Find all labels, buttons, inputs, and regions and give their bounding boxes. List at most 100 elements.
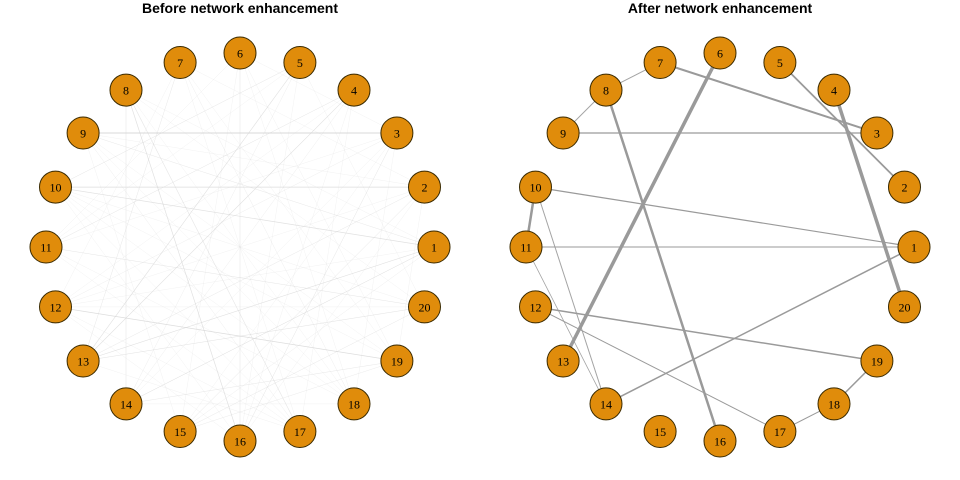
- edge-8-20: [125, 89, 425, 308]
- edge-6-13: [561, 51, 722, 363]
- edge-3-11: [45, 132, 398, 248]
- node-18: 18: [337, 387, 371, 421]
- node-label: 5: [777, 56, 783, 70]
- node-label: 15: [174, 425, 186, 439]
- node-16: 16: [223, 424, 257, 458]
- node-14: 14: [589, 387, 623, 421]
- node-19: 19: [860, 344, 894, 378]
- edge-11-14: [525, 246, 607, 405]
- node-label: 2: [902, 181, 908, 195]
- node-label: 4: [831, 84, 837, 98]
- node-label: 10: [50, 181, 62, 195]
- node-circle: [163, 46, 197, 79]
- node-16: 16: [703, 424, 737, 458]
- edge-13-7: [82, 62, 181, 362]
- edge-20-15: [179, 306, 425, 432]
- node-circle: [509, 230, 543, 264]
- node-circle: [703, 36, 737, 70]
- edge-7-3: [659, 61, 878, 134]
- edge-17-4: [299, 89, 355, 432]
- node-5: 5: [763, 46, 797, 79]
- node-11: 11: [509, 230, 543, 264]
- node-label: 11: [40, 241, 52, 255]
- node-9: 9: [66, 116, 100, 150]
- node-18: 18: [817, 387, 851, 421]
- node-label: 8: [603, 84, 609, 98]
- edge-12-7: [55, 62, 181, 308]
- edge-9-2: [82, 132, 425, 188]
- node-3: 3: [860, 116, 894, 150]
- node-circle: [897, 230, 931, 264]
- node-label: 3: [874, 127, 880, 141]
- node-circle: [643, 415, 677, 448]
- edge-10-5: [55, 62, 301, 188]
- edge-7-2: [179, 62, 425, 188]
- node-circle: [546, 116, 580, 150]
- node-circle: [817, 73, 851, 107]
- edge-19-14: [125, 360, 398, 405]
- edge-8-16: [604, 88, 722, 443]
- edge-5-14: [125, 62, 301, 405]
- node-circle: [888, 290, 921, 324]
- node-14: 14: [109, 387, 143, 421]
- node-label: 12: [50, 300, 62, 314]
- node-circle: [519, 290, 552, 324]
- node-label: 18: [348, 397, 360, 411]
- node-10: 10: [519, 170, 552, 204]
- node-circle: [643, 46, 677, 79]
- node-19: 19: [380, 344, 414, 378]
- node-circle: [337, 73, 371, 107]
- edge-6-3: [239, 52, 398, 134]
- node-circle: [589, 387, 623, 421]
- node-circle: [380, 116, 414, 150]
- edge-19-9: [82, 132, 398, 362]
- edge-2-15: [179, 186, 425, 432]
- edge-12-17: [535, 306, 781, 432]
- node-circle: [546, 344, 580, 378]
- node-label: 18: [828, 397, 840, 411]
- edge-3-14: [125, 132, 398, 405]
- node-circle: [860, 116, 894, 150]
- node-circle: [66, 344, 100, 378]
- node-circle: [860, 344, 894, 378]
- edge-19-2: [396, 186, 425, 362]
- edge-14-1: [125, 246, 435, 405]
- node-5: 5: [283, 46, 317, 79]
- edge-18-10: [55, 186, 355, 405]
- node-2: 2: [408, 170, 441, 204]
- edge-16-12: [55, 306, 241, 442]
- node-label: 6: [717, 47, 723, 61]
- panel-after-enhancement: After network enhancement 12345678910111…: [509, 0, 931, 458]
- edge-10-1: [534, 186, 915, 248]
- edge-3-15: [179, 132, 398, 432]
- node-label: 7: [657, 56, 663, 70]
- node-label: 1: [431, 241, 437, 255]
- node-circle: [380, 344, 414, 378]
- edge-4-16: [239, 89, 355, 442]
- node-circle: [589, 73, 623, 107]
- node-1: 1: [417, 230, 451, 264]
- edge-9-18: [82, 132, 355, 405]
- node-circle: [817, 387, 851, 421]
- edge-10-19: [55, 186, 398, 362]
- node-circle: [283, 46, 317, 79]
- node-label: 12: [530, 300, 542, 314]
- edge-7-19: [179, 62, 398, 362]
- node-label: 11: [520, 241, 532, 255]
- edge-12-19: [534, 306, 878, 362]
- node-circle: [223, 424, 257, 458]
- edge-4-20: [832, 88, 907, 309]
- edge-8-1: [125, 89, 435, 248]
- node-circle: [763, 415, 797, 448]
- node-circle: [408, 290, 441, 324]
- node-circle: [66, 116, 100, 150]
- node-15: 15: [163, 415, 197, 448]
- node-circle: [109, 73, 143, 107]
- node-label: 8: [123, 84, 129, 98]
- node-label: 9: [80, 127, 86, 141]
- edge-17-9: [82, 132, 301, 432]
- node-label: 7: [177, 56, 183, 70]
- node-circle: [109, 387, 143, 421]
- node-label: 17: [294, 425, 306, 439]
